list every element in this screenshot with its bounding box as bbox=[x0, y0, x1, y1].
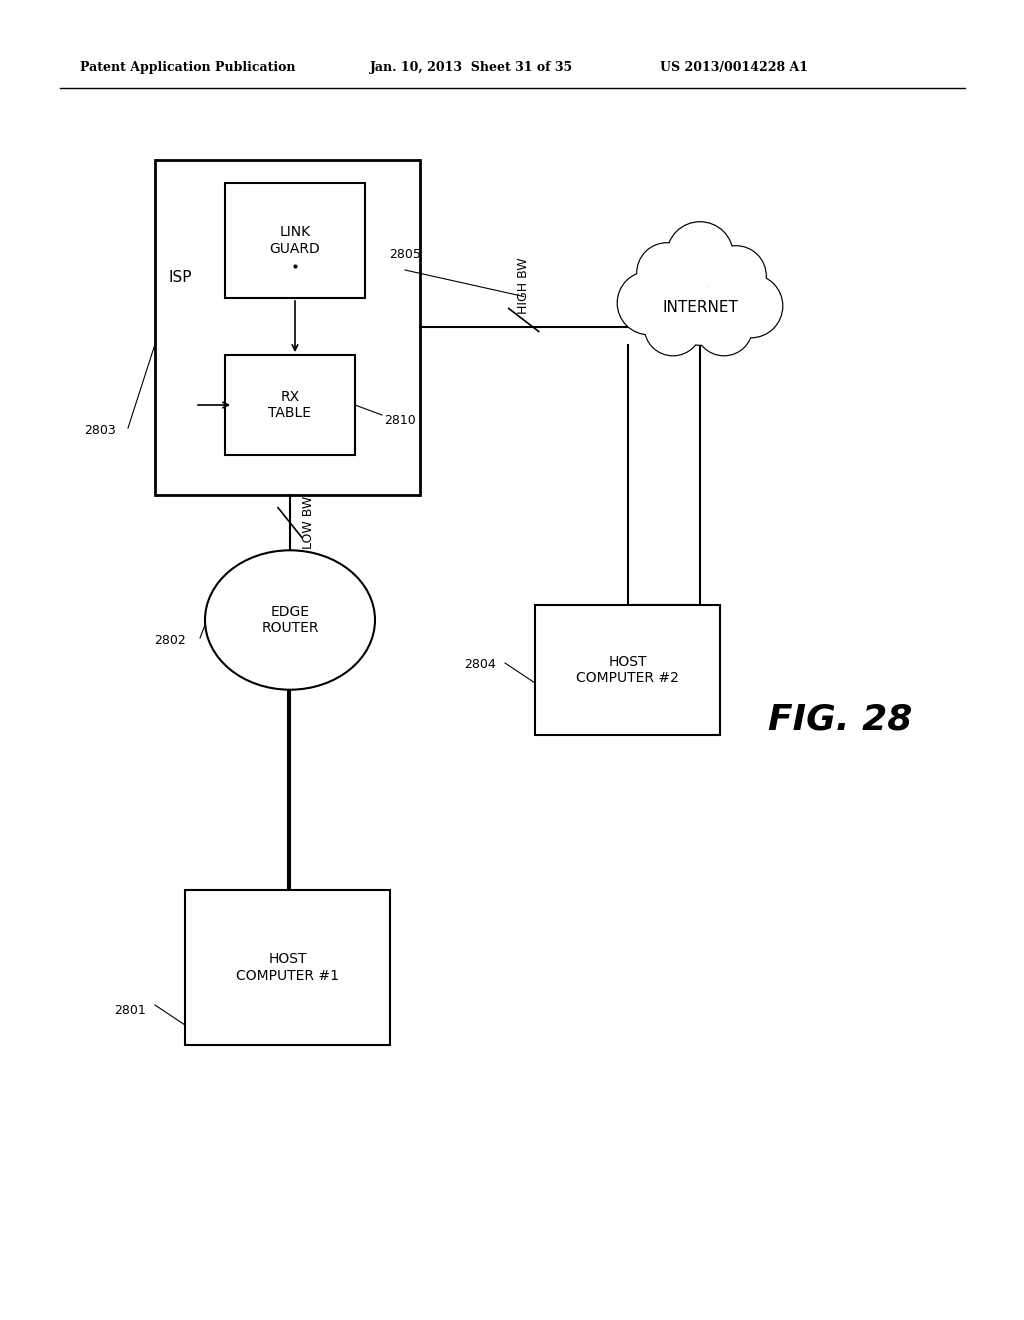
Text: 2802: 2802 bbox=[155, 634, 186, 647]
Circle shape bbox=[695, 298, 753, 355]
Text: FIG. 28: FIG. 28 bbox=[768, 704, 912, 737]
Circle shape bbox=[720, 275, 782, 337]
Circle shape bbox=[668, 222, 732, 288]
Circle shape bbox=[644, 298, 701, 355]
Text: 2803: 2803 bbox=[84, 424, 116, 437]
Circle shape bbox=[617, 272, 680, 334]
Circle shape bbox=[645, 298, 701, 355]
Circle shape bbox=[707, 247, 766, 306]
Circle shape bbox=[637, 243, 697, 304]
Circle shape bbox=[670, 285, 730, 345]
Text: 2801: 2801 bbox=[114, 1003, 145, 1016]
Bar bbox=[225, 183, 365, 298]
Bar bbox=[155, 160, 420, 495]
Text: Patent Application Publication: Patent Application Publication bbox=[80, 62, 296, 74]
Text: HIGH BW: HIGH BW bbox=[517, 257, 530, 314]
Text: LOW BW: LOW BW bbox=[302, 496, 315, 549]
Text: EDGE
ROUTER: EDGE ROUTER bbox=[261, 605, 318, 635]
Text: 2805: 2805 bbox=[389, 248, 421, 261]
Bar bbox=[225, 355, 355, 455]
Text: INTERNET: INTERNET bbox=[663, 300, 738, 315]
Text: HOST
COMPUTER #1: HOST COMPUTER #1 bbox=[236, 953, 339, 982]
Text: LINK
GUARD: LINK GUARD bbox=[269, 226, 321, 256]
Circle shape bbox=[695, 298, 753, 355]
Text: HOST
COMPUTER #2: HOST COMPUTER #2 bbox=[577, 655, 679, 685]
Circle shape bbox=[720, 275, 782, 338]
Bar bbox=[185, 890, 390, 1045]
Text: US 2013/0014228 A1: US 2013/0014228 A1 bbox=[660, 62, 808, 74]
Text: 2804: 2804 bbox=[464, 659, 496, 672]
Circle shape bbox=[667, 222, 733, 288]
Text: RX
TABLE: RX TABLE bbox=[268, 389, 311, 420]
Circle shape bbox=[617, 272, 681, 334]
Text: 2810: 2810 bbox=[384, 413, 416, 426]
Circle shape bbox=[706, 246, 766, 306]
Bar bbox=[535, 605, 720, 735]
Circle shape bbox=[671, 285, 730, 345]
Circle shape bbox=[637, 243, 696, 302]
Text: Jan. 10, 2013  Sheet 31 of 35: Jan. 10, 2013 Sheet 31 of 35 bbox=[370, 62, 573, 74]
Text: ISP: ISP bbox=[169, 269, 193, 285]
Ellipse shape bbox=[205, 550, 375, 689]
